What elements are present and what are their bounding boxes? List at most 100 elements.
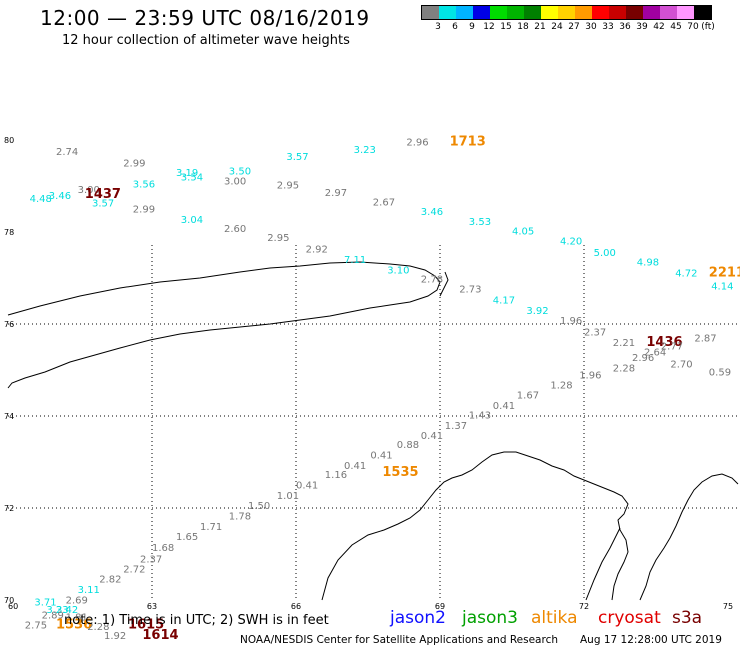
color-swatch <box>643 6 660 19</box>
wave-height-value: 2.82 <box>99 575 121 586</box>
page-subtitle: 12 hour collection of altimeter wave hei… <box>62 33 350 48</box>
legend-cryosat: cryosat <box>598 608 661 628</box>
wave-height-value: 3.00 <box>224 177 246 188</box>
pass-time-label: 1535 <box>382 465 418 480</box>
wave-height-value: 2.96 <box>406 138 428 149</box>
wave-height-value: 1.16 <box>325 470 347 481</box>
wave-height-value: 3.23 <box>46 605 68 616</box>
latitude-label: 70 <box>4 596 14 605</box>
pass-time-label: 2211 <box>709 266 740 281</box>
color-scale-tick: 21 <box>534 22 546 32</box>
longitude-label: 66 <box>291 602 301 611</box>
coastline-peninsula-east <box>639 473 739 601</box>
wave-height-value: 2.92 <box>306 245 328 256</box>
wave-height-value: 4.48 <box>30 194 52 205</box>
pass-time-label: 1615 <box>128 618 164 633</box>
wave-height-value: 1.68 <box>152 543 174 554</box>
wave-height-value: 2.67 <box>373 197 395 208</box>
pass-time-label: 1713 <box>450 135 486 150</box>
color-swatch <box>524 6 541 19</box>
color-swatch <box>473 6 490 19</box>
wave-height-value: 1.96 <box>579 370 601 381</box>
color-scale-tick: 15 <box>500 22 512 32</box>
wave-height-value: 2.37 <box>584 328 606 339</box>
wave-height-value: 1.28 <box>550 380 572 391</box>
wave-height-value: 2.95 <box>267 233 289 244</box>
color-swatch <box>592 6 609 19</box>
pass-time-label: 1614 <box>142 628 178 643</box>
pass-time-label: 1437 <box>85 187 121 202</box>
color-scale-unit: (ft) <box>701 22 715 32</box>
wave-height-value: 2.70 <box>670 360 692 371</box>
wave-height-value: 1.78 <box>229 512 251 523</box>
coastline-island-north <box>7 261 441 389</box>
wave-height-value: 4.72 <box>675 269 697 280</box>
wave-height-value: 1.37 <box>445 421 467 432</box>
color-swatch <box>507 6 524 19</box>
color-scale-tick: 18 <box>517 22 529 32</box>
wave-height-value: 2.37 <box>140 554 162 565</box>
wave-height-value: 2.77 <box>661 341 683 352</box>
color-swatch <box>677 6 694 19</box>
color-scale-tick: 42 <box>653 22 665 32</box>
wave-height-value: 2.21 <box>613 338 635 349</box>
wave-height-value: 0.88 <box>397 440 419 451</box>
latitude-label: 80 <box>4 136 14 145</box>
wave-height-value: 4.20 <box>560 236 582 247</box>
wave-height-value: 2.69 <box>66 596 88 607</box>
wave-height-value: 2.87 <box>694 333 716 344</box>
wave-height-value: 3.50 <box>229 167 251 178</box>
wave-height-value: 0.41 <box>344 461 366 472</box>
coastline-mainland <box>321 451 629 601</box>
color-scale-tick: 3 <box>435 22 441 32</box>
wave-height-value: 2.96 <box>632 353 654 364</box>
wave-height-value: 4.14 <box>711 282 733 293</box>
wave-height-value: 3.04 <box>181 215 203 226</box>
color-swatch <box>422 6 439 19</box>
color-scale-tick: 33 <box>602 22 614 32</box>
latitude-label: 72 <box>4 504 14 513</box>
longitude-label: 72 <box>579 602 589 611</box>
color-scale-legend: 3 6 9 12 15 18 21 24 27 30 33 36 39 42 45 70 (ft) <box>421 5 715 34</box>
wave-height-value: 2.60 <box>224 224 246 235</box>
wave-height-value: 0.59 <box>709 368 731 379</box>
wave-height-value: 3.53 <box>469 217 491 228</box>
wave-height-value: 1.71 <box>200 522 222 533</box>
color-swatch <box>626 6 643 19</box>
legend-altika: altika <box>531 608 578 628</box>
wave-height-value: 1.92 <box>104 631 126 642</box>
color-swatch <box>558 6 575 19</box>
wave-height-value: 3.57 <box>286 152 308 163</box>
wave-height-value: 3.19 <box>176 168 198 179</box>
color-swatch <box>660 6 677 19</box>
wave-height-value: 2.28 <box>87 622 109 633</box>
map-graticule <box>8 245 740 600</box>
longitude-label: 60 <box>8 602 18 611</box>
wave-height-value: 0.41 <box>296 481 318 492</box>
color-swatch <box>439 6 456 19</box>
color-swatch <box>490 6 507 19</box>
wave-height-value: 2.99 <box>133 205 155 216</box>
wave-height-value: 2.99 <box>123 159 145 170</box>
legend-s3a: s3a <box>672 608 703 628</box>
color-scale-tick: 27 <box>568 22 580 32</box>
legend-jason3: jason3 <box>462 608 518 628</box>
wave-height-value: 4.98 <box>637 258 659 269</box>
latitude-label: 78 <box>4 228 14 237</box>
generated-timestamp: Aug 17 12:28:00 UTC 2019 <box>580 634 722 646</box>
wave-height-value: 7.11 <box>344 255 366 266</box>
page-title: 12:00 — 23:59 UTC 08/16/2019 <box>40 6 370 30</box>
wave-height-value: 1.43 <box>469 410 491 421</box>
coastline <box>7 261 739 601</box>
credit-line: NOAA/NESDIS Center for Satellite Applica… <box>240 634 558 646</box>
wave-height-value: 0.41 <box>421 431 443 442</box>
wave-height-value: 0.41 <box>370 450 392 461</box>
color-scale-tick: 6 <box>452 22 458 32</box>
color-scale-tick: 24 <box>551 22 563 32</box>
wave-height-value: 2.89 <box>42 610 64 621</box>
wave-height-value: 3.10 <box>387 265 409 276</box>
color-swatch <box>456 6 473 19</box>
color-swatch <box>694 6 711 19</box>
color-swatch <box>541 6 558 19</box>
